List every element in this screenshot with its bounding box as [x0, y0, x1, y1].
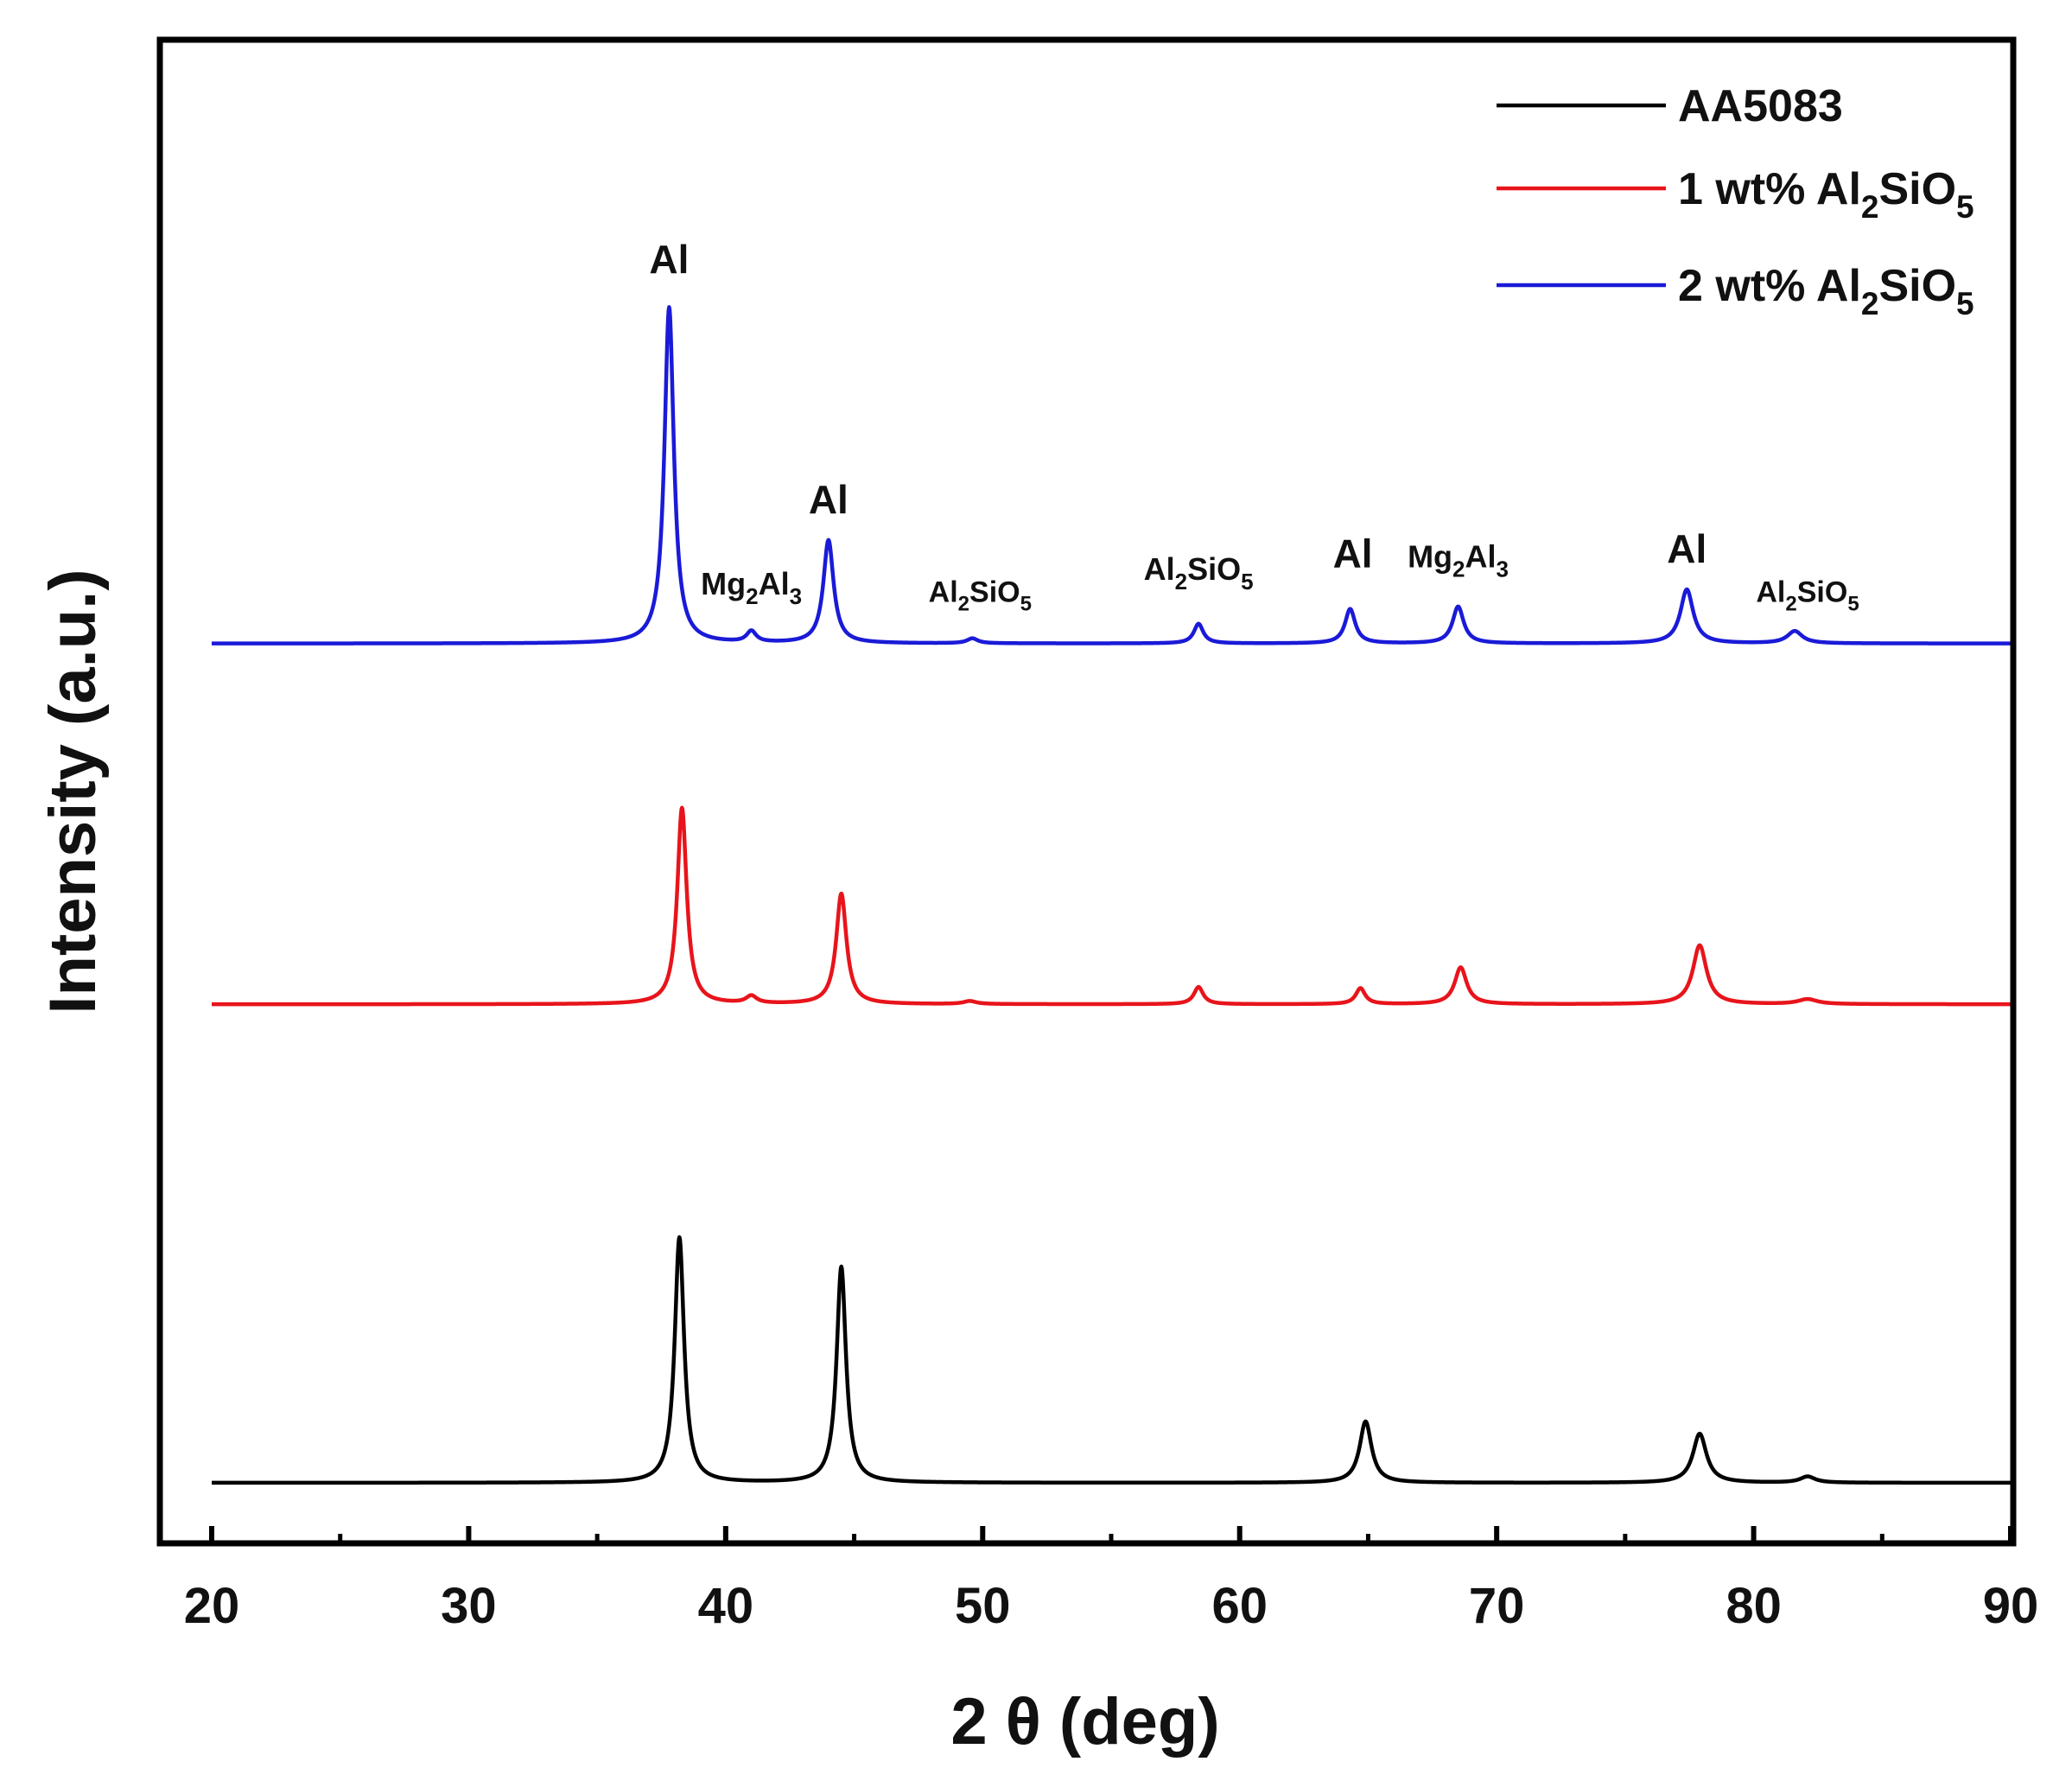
ann-al2sio5-49: Al2SiO5 — [929, 576, 1032, 615]
legend-label-2-wt-al2sio5: 2 wt% Al2SiO5 — [1678, 261, 1974, 321]
series-line-2-wt-al2sio5 — [210, 305, 2012, 645]
x-tick-label: 90 — [1983, 1578, 2039, 1634]
legend-label-aa5083: AA5083 — [1678, 81, 1843, 131]
peak-annotations: Al Mg2Al3 Al Al2SiO5 Al2SiO5 Al Mg2Al3 Al Al2SiO… — [649, 237, 1859, 616]
ann-al2sio5-58: Al2SiO5 — [1144, 551, 1254, 595]
series-layer — [210, 305, 2012, 1485]
x-axis-title: 2 θ (deg) — [950, 1685, 1219, 1758]
x-tick-label: 30 — [441, 1578, 497, 1634]
ann-al2sio5-82: Al2SiO5 — [1756, 576, 1859, 615]
x-tick-label: 70 — [1469, 1578, 1525, 1634]
ann-al-38: Al — [649, 237, 689, 282]
ann-mg2al3-41: Mg2Al3 — [701, 566, 802, 609]
series-line-1-wt-al2sio5 — [210, 805, 2012, 1007]
legend: AA5083 1 wt% Al2SiO5 2 wt% Al2SiO5 — [1497, 81, 1974, 321]
x-tick-label: 60 — [1211, 1578, 1268, 1634]
series-line-aa5083 — [210, 1235, 2012, 1485]
x-axis: 20 30 40 50 60 70 80 90 — [184, 1526, 2039, 1634]
plot-frame — [156, 36, 2017, 1547]
legend-label-1-wt-al2sio5: 1 wt% Al2SiO5 — [1678, 164, 1974, 225]
ann-al-77: Al — [1667, 526, 1707, 571]
x-tick-label: 80 — [1726, 1578, 1782, 1634]
x-tick-label: 20 — [184, 1578, 240, 1634]
y-axis-title: Intensity (a.u.) — [36, 569, 110, 1014]
x-tick-label: 50 — [955, 1578, 1011, 1634]
ann-al-64: Al — [1333, 531, 1373, 576]
x-tick-label: 40 — [698, 1578, 754, 1634]
ann-al-44: Al — [809, 477, 849, 522]
ann-mg2al3-68: Mg2Al3 — [1408, 539, 1509, 582]
